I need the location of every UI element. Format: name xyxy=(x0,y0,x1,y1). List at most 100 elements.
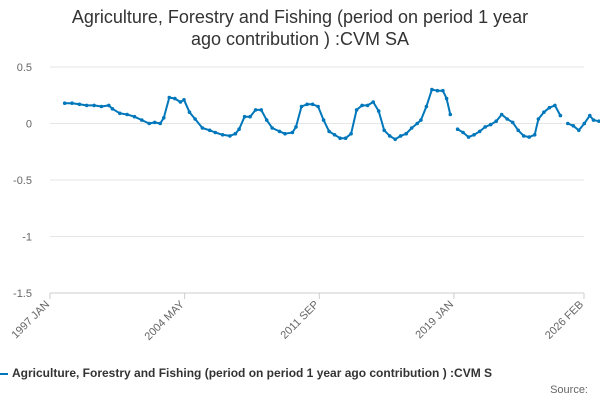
data-point[interactable] xyxy=(270,126,275,130)
legend[interactable]: Agriculture, Forestry and Fishing (perio… xyxy=(0,366,600,380)
data-point[interactable] xyxy=(158,121,162,126)
data-point[interactable] xyxy=(488,122,493,127)
data-point[interactable] xyxy=(577,128,581,133)
data-point[interactable] xyxy=(213,130,218,135)
data-point[interactable] xyxy=(542,110,546,114)
data-point[interactable] xyxy=(477,129,482,134)
data-point[interactable] xyxy=(152,120,157,125)
data-point[interactable] xyxy=(387,134,392,138)
data-point[interactable] xyxy=(310,102,315,107)
data-point[interactable] xyxy=(182,98,186,102)
data-point[interactable] xyxy=(349,131,353,136)
data-point[interactable] xyxy=(132,114,137,119)
data-point[interactable] xyxy=(435,88,440,93)
data-point[interactable] xyxy=(327,129,331,134)
data-point[interactable] xyxy=(415,121,420,126)
data-point[interactable] xyxy=(173,96,177,101)
data-point[interactable] xyxy=(70,101,74,105)
data-point[interactable] xyxy=(147,121,151,126)
data-point[interactable] xyxy=(398,134,403,138)
source-label[interactable]: Source: xyxy=(550,384,588,396)
data-point[interactable] xyxy=(228,134,232,138)
data-point[interactable] xyxy=(494,119,499,123)
data-point[interactable] xyxy=(566,121,570,126)
data-point[interactable] xyxy=(472,133,476,137)
data-point[interactable] xyxy=(588,113,592,118)
data-point[interactable] xyxy=(140,118,144,122)
data-point[interactable] xyxy=(521,134,526,138)
data-point[interactable] xyxy=(510,120,515,125)
data-point[interactable] xyxy=(283,131,287,136)
data-point[interactable] xyxy=(343,136,348,140)
data-point[interactable] xyxy=(264,118,269,122)
y-tick-label: -1 xyxy=(22,232,32,244)
data-point[interactable] xyxy=(290,130,295,135)
data-point[interactable] xyxy=(200,126,205,130)
data-point[interactable] xyxy=(441,88,445,93)
data-point[interactable] xyxy=(365,103,370,108)
series-line xyxy=(62,87,600,142)
data-point[interactable] xyxy=(125,112,129,117)
data-point[interactable] xyxy=(259,108,264,112)
data-point[interactable] xyxy=(430,87,434,92)
data-point[interactable] xyxy=(516,128,520,133)
data-point[interactable] xyxy=(277,129,282,134)
data-point[interactable] xyxy=(444,96,449,101)
data-point[interactable] xyxy=(461,130,465,135)
data-point[interactable] xyxy=(466,135,471,139)
data-point[interactable] xyxy=(591,118,596,122)
data-point[interactable] xyxy=(178,100,183,104)
data-point[interactable] xyxy=(187,110,192,114)
data-point[interactable] xyxy=(338,136,342,140)
data-point[interactable] xyxy=(84,103,89,108)
data-point[interactable] xyxy=(547,105,552,110)
data-point[interactable] xyxy=(527,135,531,139)
data-point[interactable] xyxy=(305,102,309,107)
data-point[interactable] xyxy=(332,133,337,137)
data-point[interactable] xyxy=(582,121,587,126)
data-point[interactable] xyxy=(118,111,122,116)
data-point[interactable] xyxy=(207,128,212,133)
data-point[interactable] xyxy=(597,119,600,123)
data-point[interactable] xyxy=(360,103,364,108)
data-point[interactable] xyxy=(404,131,409,136)
data-point[interactable] xyxy=(419,118,423,122)
data-point[interactable] xyxy=(558,113,563,118)
data-point[interactable] xyxy=(483,125,488,129)
data-point[interactable] xyxy=(193,117,197,121)
data-point[interactable] xyxy=(237,127,241,131)
data-point[interactable] xyxy=(448,112,453,117)
data-point[interactable] xyxy=(505,117,510,121)
data-point[interactable] xyxy=(571,124,576,128)
data-point[interactable] xyxy=(321,118,326,122)
data-point[interactable] xyxy=(99,104,104,109)
data-point[interactable] xyxy=(393,137,398,142)
data-point[interactable] xyxy=(299,104,304,109)
data-point[interactable] xyxy=(424,104,429,109)
data-point[interactable] xyxy=(316,104,320,109)
data-point[interactable] xyxy=(110,107,115,111)
data-point[interactable] xyxy=(248,114,252,119)
data-point[interactable] xyxy=(532,133,537,137)
data-point[interactable] xyxy=(62,101,67,105)
data-point[interactable] xyxy=(107,103,111,108)
data-point[interactable] xyxy=(162,116,166,120)
data-point[interactable] xyxy=(376,109,381,113)
data-point[interactable] xyxy=(536,117,541,121)
data-point[interactable] xyxy=(499,112,504,117)
data-point[interactable] xyxy=(253,108,258,112)
data-point[interactable] xyxy=(409,126,414,130)
data-point[interactable] xyxy=(77,102,82,107)
data-point[interactable] xyxy=(233,131,238,136)
data-point[interactable] xyxy=(455,127,460,131)
data-point[interactable] xyxy=(371,100,376,104)
data-point[interactable] xyxy=(553,103,557,108)
data-point[interactable] xyxy=(92,103,96,108)
data-point[interactable] xyxy=(242,114,247,119)
data-point[interactable] xyxy=(382,128,387,133)
chart-title: Agriculture, Forestry and Fishing (perio… xyxy=(0,6,600,50)
data-point[interactable] xyxy=(294,125,298,129)
data-point[interactable] xyxy=(354,108,359,112)
data-point[interactable] xyxy=(167,95,172,100)
data-point[interactable] xyxy=(220,133,225,137)
